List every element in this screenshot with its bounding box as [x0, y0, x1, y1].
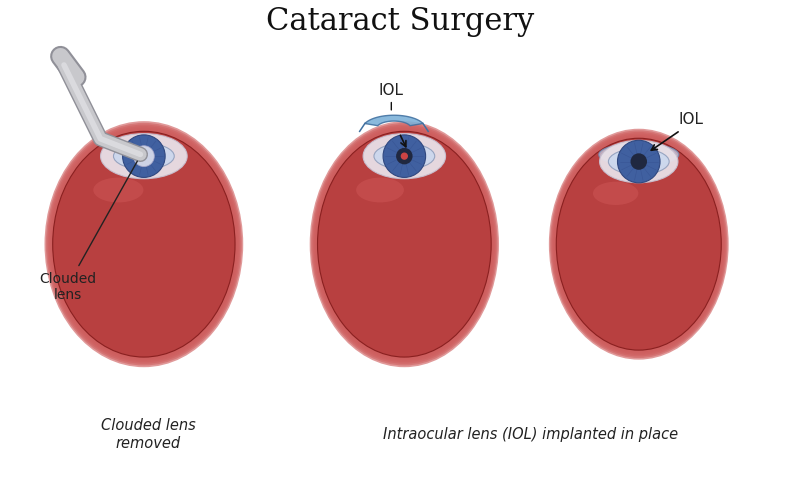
Ellipse shape — [599, 141, 678, 183]
Ellipse shape — [551, 132, 726, 357]
Ellipse shape — [94, 178, 143, 203]
Ellipse shape — [45, 122, 243, 368]
Circle shape — [383, 135, 426, 178]
Ellipse shape — [47, 125, 241, 364]
Ellipse shape — [556, 139, 722, 350]
Circle shape — [401, 153, 408, 160]
Ellipse shape — [46, 123, 242, 366]
Ellipse shape — [312, 125, 496, 364]
Polygon shape — [599, 144, 678, 167]
Ellipse shape — [316, 131, 493, 359]
Circle shape — [630, 154, 647, 170]
Ellipse shape — [314, 127, 495, 362]
Ellipse shape — [53, 132, 235, 357]
Circle shape — [122, 135, 165, 178]
Polygon shape — [365, 116, 423, 126]
Ellipse shape — [550, 131, 727, 358]
Ellipse shape — [374, 144, 434, 170]
Ellipse shape — [101, 134, 187, 180]
Ellipse shape — [311, 123, 498, 366]
Text: IOL: IOL — [678, 112, 703, 127]
Ellipse shape — [593, 182, 638, 205]
Ellipse shape — [310, 122, 499, 368]
Text: Clouded
lens: Clouded lens — [39, 162, 138, 301]
Text: IOL: IOL — [379, 83, 404, 97]
Ellipse shape — [315, 129, 494, 360]
Circle shape — [134, 146, 154, 167]
Text: Intraocular lens (IOL) implanted in place: Intraocular lens (IOL) implanted in plac… — [382, 426, 678, 441]
Text: Clouded lens
removed: Clouded lens removed — [101, 418, 195, 450]
Ellipse shape — [114, 144, 174, 170]
Ellipse shape — [554, 136, 724, 354]
Ellipse shape — [549, 130, 729, 360]
Ellipse shape — [50, 129, 238, 360]
Text: Cataract Surgery: Cataract Surgery — [266, 6, 534, 36]
Ellipse shape — [555, 137, 722, 352]
Circle shape — [396, 149, 413, 165]
Ellipse shape — [553, 134, 725, 355]
Ellipse shape — [318, 132, 491, 357]
Ellipse shape — [363, 134, 446, 180]
Ellipse shape — [51, 131, 237, 359]
Circle shape — [618, 141, 660, 183]
Ellipse shape — [608, 149, 669, 175]
Ellipse shape — [49, 127, 239, 362]
Ellipse shape — [356, 178, 404, 203]
